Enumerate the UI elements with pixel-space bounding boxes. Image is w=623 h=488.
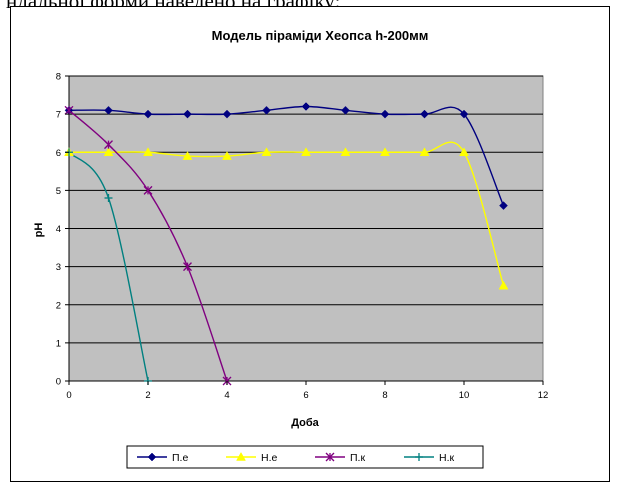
x-tick-label: 10	[459, 390, 470, 401]
data-point-s1-x5	[262, 105, 271, 115]
legend-box	[126, 445, 484, 469]
y-axis-label: pH	[33, 223, 45, 238]
legend: П.е Н.е П.к Н.к	[126, 445, 484, 469]
data-point-s2-x11	[498, 280, 509, 290]
y-tick-label: 4	[56, 224, 61, 235]
data-point-s1-x9	[420, 109, 429, 119]
legend-label-3: П.к	[350, 452, 365, 464]
legend-marker-3	[325, 452, 335, 462]
data-point-s1-x8	[380, 109, 390, 119]
chart-title: Модель піраміди Хеопса h-200мм	[212, 28, 429, 43]
y-tick-label: 3	[56, 262, 61, 273]
y-tick-label: 5	[56, 186, 61, 197]
data-point-s2-x1	[103, 147, 114, 156]
legend-marker-4	[415, 453, 423, 461]
y-tick-label: 2	[56, 300, 61, 311]
y-tick-label: 6	[56, 148, 61, 159]
y-tick-label: 1	[56, 338, 61, 349]
data-point-s2-x7	[340, 147, 351, 156]
data-point-s2-x8	[380, 147, 390, 156]
y-tick-label: 0	[56, 377, 61, 388]
data-point-s2-x9	[419, 147, 430, 156]
legend-label-1: П.е	[172, 452, 188, 464]
data-point-s2-x5	[261, 147, 272, 156]
data-point-s3-x0	[64, 105, 74, 115]
x-tick-label: 2	[145, 390, 150, 401]
legend-marker-2	[236, 451, 246, 461]
data-point-s1-x2	[143, 109, 153, 119]
data-point-s2-x6	[301, 147, 311, 156]
data-point-s1-x6	[301, 102, 311, 111]
y-tick-label: 8	[56, 72, 61, 83]
data-point-s1-x7	[341, 105, 350, 115]
data-point-s1-x11	[499, 201, 508, 210]
data-point-s2-x2	[143, 147, 153, 156]
series-line-4	[68, 151, 149, 382]
y-tick-label: 7	[56, 110, 61, 121]
data-point-s2-x3	[182, 151, 193, 160]
data-point-s2-x4	[222, 151, 232, 160]
data-point-s3-x3	[183, 262, 192, 272]
data-point-s2-x10	[459, 147, 469, 156]
x-tick-label: 8	[382, 390, 387, 401]
legend-marker-1	[147, 452, 157, 462]
x-tick-label: 4	[224, 390, 229, 401]
x-tick-label: 6	[303, 390, 308, 401]
data-point-s1-x4	[222, 109, 232, 119]
legend-label-2: Н.е	[261, 452, 278, 464]
legend-label-4: Н.к	[439, 452, 455, 464]
x-tick-label: 12	[538, 390, 549, 401]
data-point-s3-x1	[104, 140, 113, 150]
x-axis-label: Доба	[291, 417, 319, 429]
data-point-s1-x3	[183, 109, 192, 119]
x-tick-label: 0	[66, 390, 71, 401]
data-point-s4-x1	[104, 194, 113, 202]
data-point-s1-x1	[104, 105, 113, 115]
data-point-s1-x10	[459, 109, 469, 119]
series-line-3	[68, 109, 228, 382]
data-point-s3-x2	[143, 185, 153, 195]
